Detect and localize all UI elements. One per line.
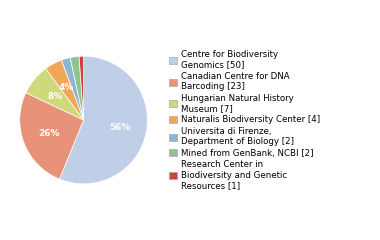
Wedge shape [20,93,84,179]
Wedge shape [59,56,147,184]
Text: 8%: 8% [48,92,63,101]
Wedge shape [62,58,84,120]
Text: 26%: 26% [38,129,60,138]
Wedge shape [70,56,84,120]
Wedge shape [79,56,84,120]
Wedge shape [46,60,84,120]
Wedge shape [26,69,84,120]
Text: 4%: 4% [59,83,74,92]
Legend: Centre for Biodiversity
Genomics [50], Canadian Centre for DNA
Barcoding [23], H: Centre for Biodiversity Genomics [50], C… [168,48,321,192]
Text: 56%: 56% [109,123,131,132]
